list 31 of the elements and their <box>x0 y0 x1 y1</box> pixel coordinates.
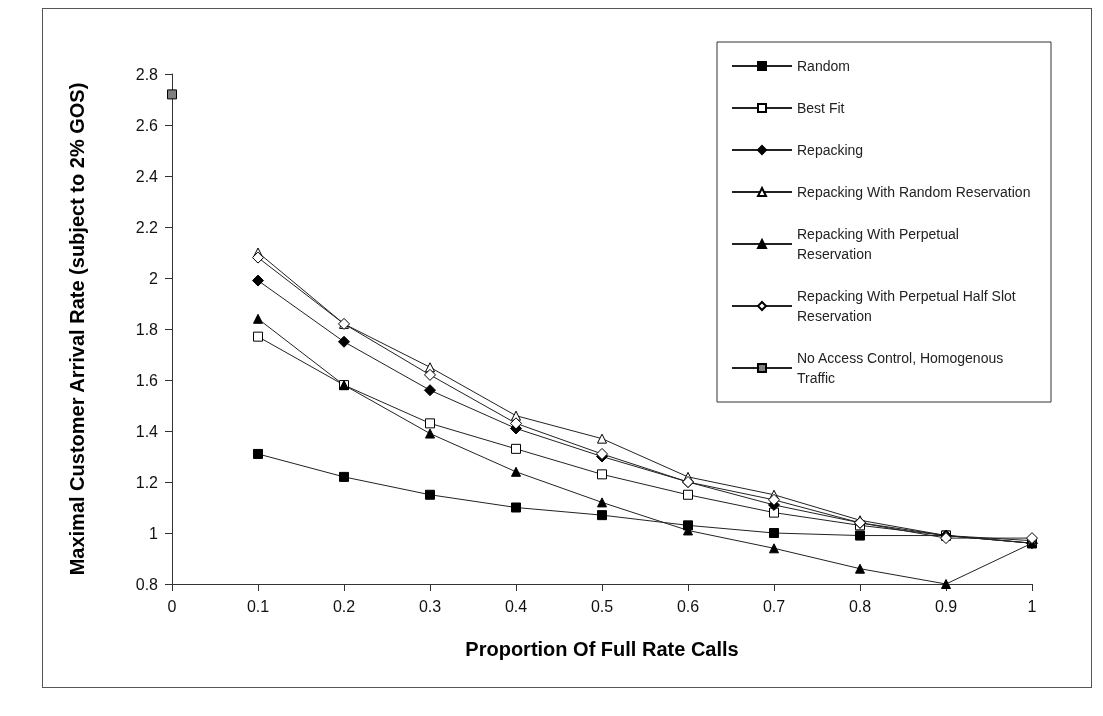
legend-label: Random <box>797 58 850 74</box>
y-tick-label: 1 <box>149 524 159 542</box>
y-tick-label: 1.4 <box>135 422 159 440</box>
y-tick-label: 2 <box>149 269 159 287</box>
x-tick-label: 0.9 <box>934 597 958 615</box>
x-tick-label: 0 <box>167 597 177 615</box>
x-tick-label: 0.6 <box>676 597 700 615</box>
y-tick-label: 2.6 <box>135 116 159 134</box>
x-tick-label: 0.5 <box>590 597 614 615</box>
x-tick-label: 0.7 <box>762 597 786 615</box>
x-tick-label: 0.8 <box>848 597 872 615</box>
legend-label: Repacking <box>797 142 864 158</box>
x-tick-label: 1 <box>1027 597 1037 615</box>
y-tick-label: 1.6 <box>135 371 159 389</box>
x-tick-label: 0.3 <box>418 597 442 615</box>
x-tick-label: 0.1 <box>246 597 270 615</box>
legend-label: Best Fit <box>797 100 845 116</box>
y-tick-label: 1.2 <box>135 473 159 491</box>
legend-label: Repacking With Random Reservation <box>797 184 1031 200</box>
legend-label: Repacking With Perpetual Reservation <box>797 226 963 262</box>
y-tick-label: 2.2 <box>135 218 159 236</box>
x-axis-title: Proportion Of Full Rate Calls <box>465 638 739 660</box>
y-tick-label: 2.8 <box>135 65 159 83</box>
x-tick-label: 0.4 <box>504 597 528 615</box>
legend-label: Repacking With Perpetual Half Slot Reservation <box>797 288 1020 324</box>
y-tick-label: 2.4 <box>135 167 159 185</box>
legend-label: No Access Control, Homogenous Traffic <box>797 350 1008 386</box>
y-tick-label: 0.8 <box>135 575 159 593</box>
y-tick-label: 1.8 <box>135 320 159 338</box>
y-axis-title: Maximal Customer Arrival Rate (subject to 2% GOS) <box>66 82 88 576</box>
x-tick-label: 0.2 <box>332 597 356 615</box>
